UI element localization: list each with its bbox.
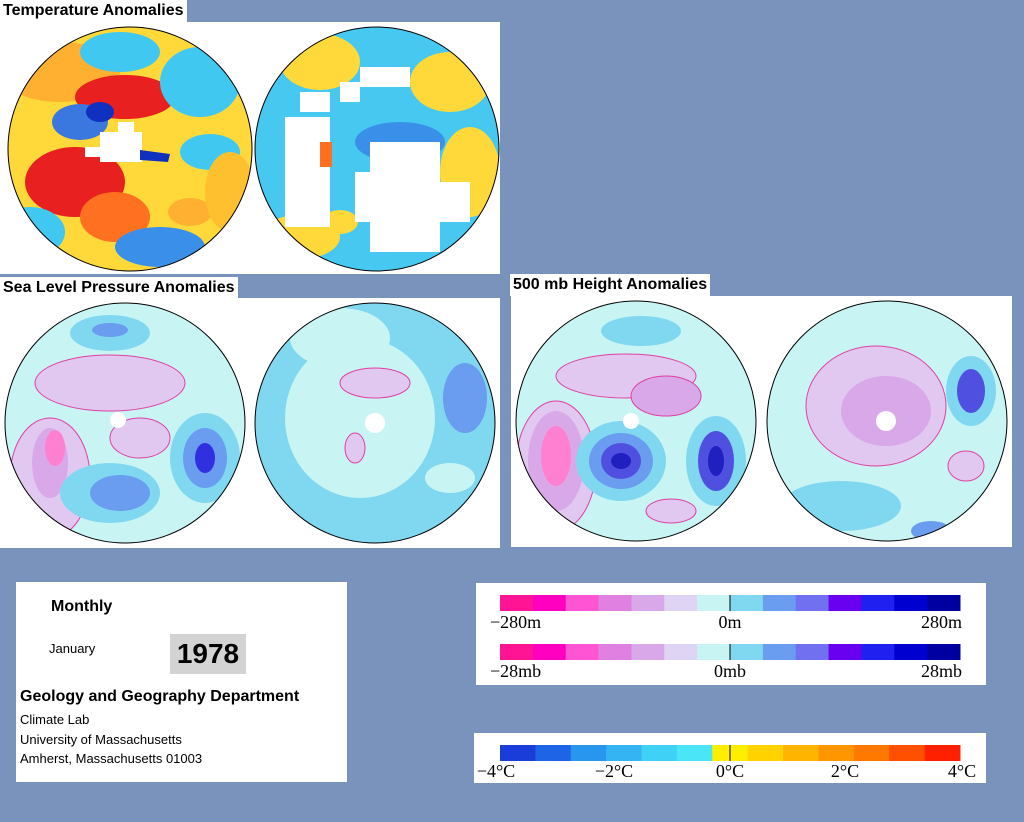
temperature-legend-swatch: [606, 745, 643, 761]
pressure-legend-swatch: [762, 644, 797, 660]
pressure-legend-swatch: [697, 644, 731, 660]
height-south-hemisphere-map: [767, 301, 1007, 541]
temperature-legend-swatch: [853, 745, 890, 761]
temperature-legend-swatch: [641, 745, 678, 761]
pressure-legend-swatch: [795, 644, 830, 660]
temperature-tick-minus4: −4°C: [477, 761, 515, 781]
pressure-north-hemisphere-map: [5, 303, 245, 543]
pressure-color-bar: [500, 644, 961, 660]
pressure-legend-swatch: [894, 644, 928, 660]
height-maps-svg: [515, 300, 1008, 542]
temperature-north-hemisphere-map: [8, 27, 252, 271]
height-legend-swatch: [532, 595, 567, 611]
temperature-maps-svg: [7, 26, 500, 272]
pressure-tick-min: −28mb: [490, 661, 541, 681]
temperature-legend: −4°C −2°C 0°C 2°C 4°C: [474, 733, 986, 783]
pressure-legend-swatch: [927, 644, 961, 660]
pressure-legend-swatch: [828, 644, 862, 660]
temperature-color-bar: [500, 745, 961, 761]
height-legend-swatch: [861, 595, 895, 611]
pressure-legend-swatch: [500, 644, 534, 660]
temperature-legend-swatch: [889, 745, 926, 761]
pressure-panel: [0, 298, 500, 548]
height-legend-swatch: [730, 595, 764, 611]
height-legend-swatch: [631, 595, 665, 611]
temperature-legend-swatch: [924, 745, 961, 761]
height-panel: [511, 296, 1012, 547]
pressure-legend-swatch: [598, 644, 632, 660]
month-label: January: [49, 641, 96, 656]
temperature-tick-plus4: 4°C: [948, 761, 976, 781]
temperature-panel: [0, 22, 500, 274]
pressure-legend-swatch: [532, 644, 567, 660]
year-label: 1978: [170, 634, 246, 674]
temperature-legend-swatch: [676, 745, 713, 761]
temperature-tick-minus2: −2°C: [595, 761, 633, 781]
pressure-legend-swatch: [565, 644, 600, 660]
temperature-legend-swatch: [570, 745, 607, 761]
pressure-south-hemisphere-map: [255, 303, 495, 543]
height-legend-swatch: [565, 595, 600, 611]
pressure-legend-swatch: [861, 644, 895, 660]
height-tick-min: −280m: [490, 612, 541, 632]
height-legend-swatch: [828, 595, 862, 611]
pressure-tick-zero: 0mb: [714, 661, 746, 681]
temperature-legend-swatch: [500, 745, 536, 761]
pressure-legend-swatch: [664, 644, 698, 660]
height-pressure-legend-svg: −280m 0m 280m −28mb 0mb 28mb: [490, 595, 962, 681]
temperature-legend-svg: −4°C −2°C 0°C 2°C 4°C: [477, 745, 976, 781]
sea-level-pressure-title: Sea Level Pressure Anomalies: [0, 277, 238, 299]
height-legend-swatch: [894, 595, 928, 611]
lab-label: Climate Lab: [20, 712, 90, 727]
temperature-tick-plus2: 2°C: [831, 761, 859, 781]
height-legend-swatch: [762, 595, 797, 611]
height-legend-swatch: [500, 595, 534, 611]
height-legend-swatch: [664, 595, 698, 611]
pressure-legend-swatch: [631, 644, 665, 660]
height-color-bar: [500, 595, 961, 611]
temperature-anomalies-title: Temperature Anomalies: [0, 0, 187, 22]
temperature-legend-swatch: [747, 745, 784, 761]
period-mode-label: Monthly: [51, 598, 113, 615]
height-legend-swatch: [927, 595, 961, 611]
info-panel: Monthly January 1978 Geology and Geograp…: [16, 582, 347, 782]
department-label: Geology and Geography Department: [20, 688, 300, 705]
temperature-legend-swatch: [535, 745, 572, 761]
address-label: Amherst, Massachusetts 01003: [20, 751, 203, 766]
temperature-legend-swatch: [783, 745, 819, 761]
pressure-tick-max: 28mb: [921, 661, 962, 681]
height-anomalies-title: 500 mb Height Anomalies: [510, 274, 711, 296]
height-pressure-legend: −280m 0m 280m −28mb 0mb 28mb: [476, 583, 986, 685]
temperature-legend-swatch: [818, 745, 855, 761]
pressure-maps-svg: [4, 302, 496, 544]
height-north-hemisphere-map: [516, 301, 756, 541]
height-tick-max: 280m: [921, 612, 962, 632]
height-legend-swatch: [598, 595, 632, 611]
height-legend-swatch: [697, 595, 731, 611]
height-tick-zero: 0m: [718, 612, 741, 632]
pressure-legend-swatch: [730, 644, 764, 660]
temperature-tick-zero: 0°C: [716, 761, 744, 781]
university-label: University of Massachusetts: [20, 732, 182, 747]
height-legend-swatch: [795, 595, 830, 611]
